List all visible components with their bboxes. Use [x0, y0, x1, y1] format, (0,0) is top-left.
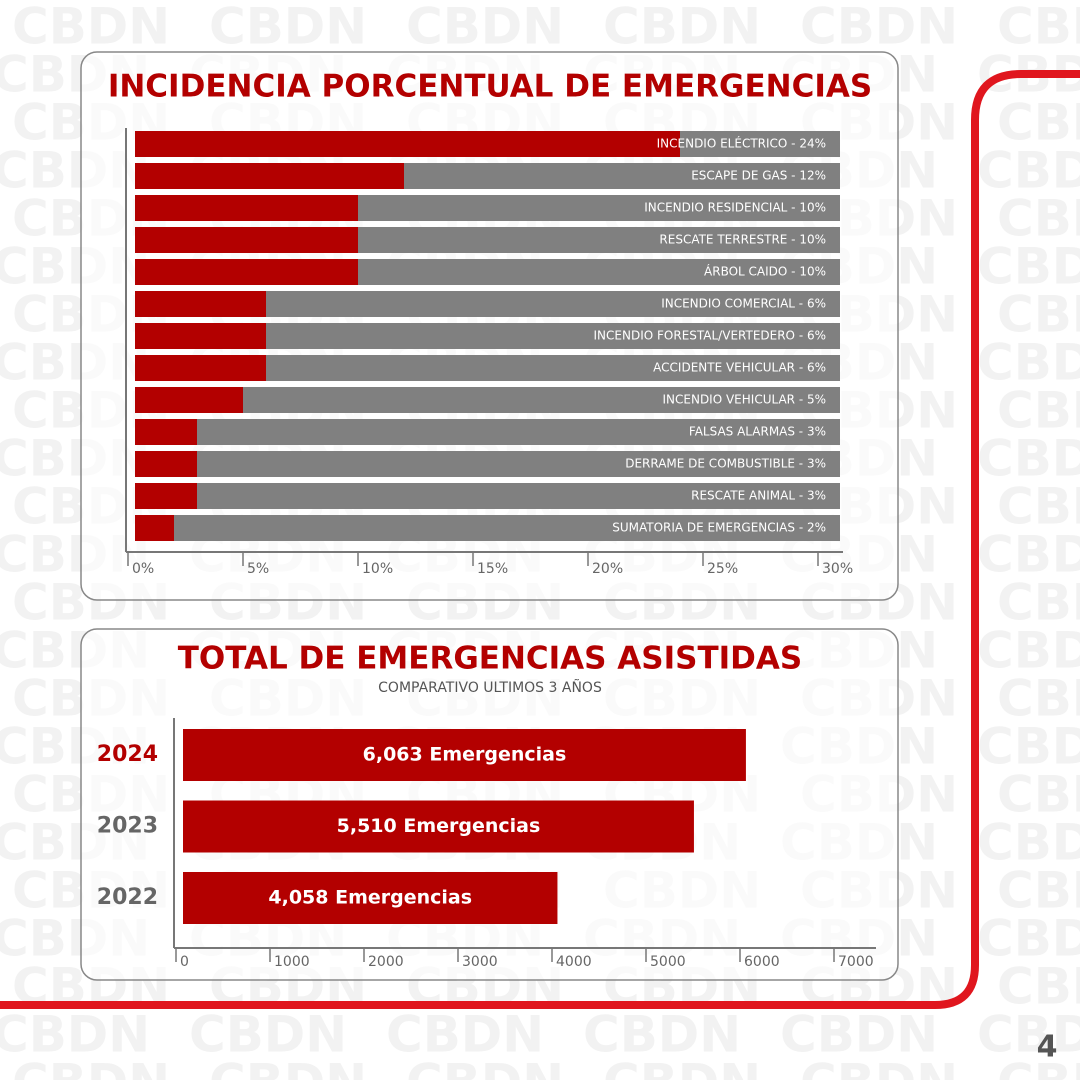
value-label: 4,058 Emergencias [268, 887, 472, 909]
value-label: 6,063 Emergencias [363, 744, 567, 766]
watermark: CBDN [997, 286, 1080, 344]
watermark: CBDN [0, 1006, 150, 1064]
x-tick-label: 2000 [368, 954, 404, 970]
category-label: 2024 [97, 742, 158, 767]
bar [183, 800, 694, 853]
x-tick-label: 25% [707, 561, 738, 577]
x-tick-label: 10% [362, 561, 393, 577]
category-label: RESCATE ANIMAL - 3% [691, 489, 826, 503]
watermark: CBDN [977, 718, 1080, 776]
x-tick-label: 0% [132, 561, 154, 577]
watermark: CBDN [800, 1054, 958, 1080]
x-tick-label: 0 [180, 954, 189, 970]
bar [135, 131, 680, 157]
watermark: CBDN [12, 1054, 170, 1080]
chart-title: TOTAL DE EMERGENCIAS ASISTIDAS [178, 641, 802, 677]
x-tick-label: 6000 [744, 954, 780, 970]
x-tick-label: 5% [247, 561, 269, 577]
watermark: CBDN [997, 766, 1080, 824]
bar [135, 419, 197, 445]
bar [135, 483, 197, 509]
watermark: CBDN [977, 1006, 1080, 1064]
watermark: CBDN [12, 0, 170, 56]
watermark: CBDN [997, 574, 1080, 632]
bar [135, 387, 243, 413]
watermark: CBDN [800, 0, 958, 56]
watermark: CBDN [977, 814, 1080, 872]
watermark: CBDN [209, 1054, 367, 1080]
bar [135, 451, 197, 477]
watermark: CBDN [603, 0, 761, 56]
watermark: CBDN [997, 0, 1080, 56]
bar-track [135, 451, 840, 477]
bar [183, 729, 746, 781]
bar [135, 291, 266, 317]
category-label: INCENDIO RESIDENCIAL - 10% [644, 201, 826, 215]
category-label: RESCATE TERRESTRE - 10% [659, 233, 826, 247]
bar [135, 227, 358, 253]
watermark: CBDN [977, 526, 1080, 584]
watermark: CBDN [997, 1054, 1080, 1080]
x-tick-label: 30% [822, 561, 853, 577]
watermark: CBDN [406, 1054, 564, 1080]
page-number: 4 [1037, 1030, 1058, 1065]
watermark: CBDN [997, 958, 1080, 1016]
watermark: CBDN [977, 238, 1080, 296]
watermark: CBDN [406, 0, 564, 56]
watermark: CBDN [997, 478, 1080, 536]
bar [135, 259, 358, 285]
category-label: 2022 [97, 885, 158, 910]
watermark: CBDN [209, 0, 367, 56]
decor-line [0, 70, 1080, 1009]
category-label: FALSAS ALARMAS - 3% [689, 425, 826, 439]
watermark: CBDN [997, 382, 1080, 440]
category-label: ÁRBOL CAIDO - 10% [704, 264, 826, 279]
chart-title: INCIDENCIA PORCENTUAL DE EMERGENCIAS [108, 69, 872, 105]
bar-track [135, 387, 840, 413]
watermark: CBDN [997, 670, 1080, 728]
x-tick-label: 1000 [274, 954, 310, 970]
bar-track [135, 515, 840, 541]
watermark: CBDN [977, 622, 1080, 680]
bar-track [135, 419, 840, 445]
watermark: CBDN [997, 190, 1080, 248]
x-tick-label: 5000 [650, 954, 686, 970]
x-tick-label: 15% [477, 561, 508, 577]
bar [135, 515, 174, 541]
watermark: CBDN [780, 1006, 938, 1064]
watermark: CBDN [189, 1006, 347, 1064]
watermark: CBDN [997, 862, 1080, 920]
watermark: CBDN [977, 142, 1080, 200]
watermark: CBDN [977, 334, 1080, 392]
watermark: CBDN [977, 910, 1080, 968]
category-label: ACCIDENTE VEHICULAR - 6% [653, 361, 826, 375]
watermark: CBDN [977, 430, 1080, 488]
category-label: INCENDIO FORESTAL/VERTEDERO - 6% [594, 329, 826, 343]
bar [183, 872, 558, 924]
bar [135, 323, 266, 349]
watermark: CBDN [997, 94, 1080, 152]
category-label: INCENDIO ELÉCTRICO - 24% [657, 136, 826, 151]
bar-track [135, 483, 840, 509]
bar [135, 163, 404, 189]
category-label: INCENDIO COMERCIAL - 6% [661, 297, 826, 311]
watermark: CBDN [583, 1006, 741, 1064]
category-label: 2023 [97, 814, 158, 839]
watermark: CBDN [603, 1054, 761, 1080]
watermark: CBDN [386, 1006, 544, 1064]
x-tick-label: 3000 [462, 954, 498, 970]
chart-subtitle: COMPARATIVO ULTIMOS 3 AÑOS [378, 679, 602, 696]
x-tick-label: 7000 [838, 954, 874, 970]
category-label: SUMATORIA DE EMERGENCIAS - 2% [612, 521, 826, 535]
bar [135, 355, 266, 381]
value-label: 5,510 Emergencias [337, 815, 541, 837]
category-label: ESCAPE DE GAS - 12% [691, 169, 826, 183]
x-tick-label: 20% [592, 561, 623, 577]
bar [135, 195, 358, 221]
category-label: DERRAME DE COMBUSTIBLE - 3% [625, 457, 826, 471]
x-tick-label: 4000 [556, 954, 592, 970]
category-label: INCENDIO VEHICULAR - 5% [662, 393, 826, 407]
